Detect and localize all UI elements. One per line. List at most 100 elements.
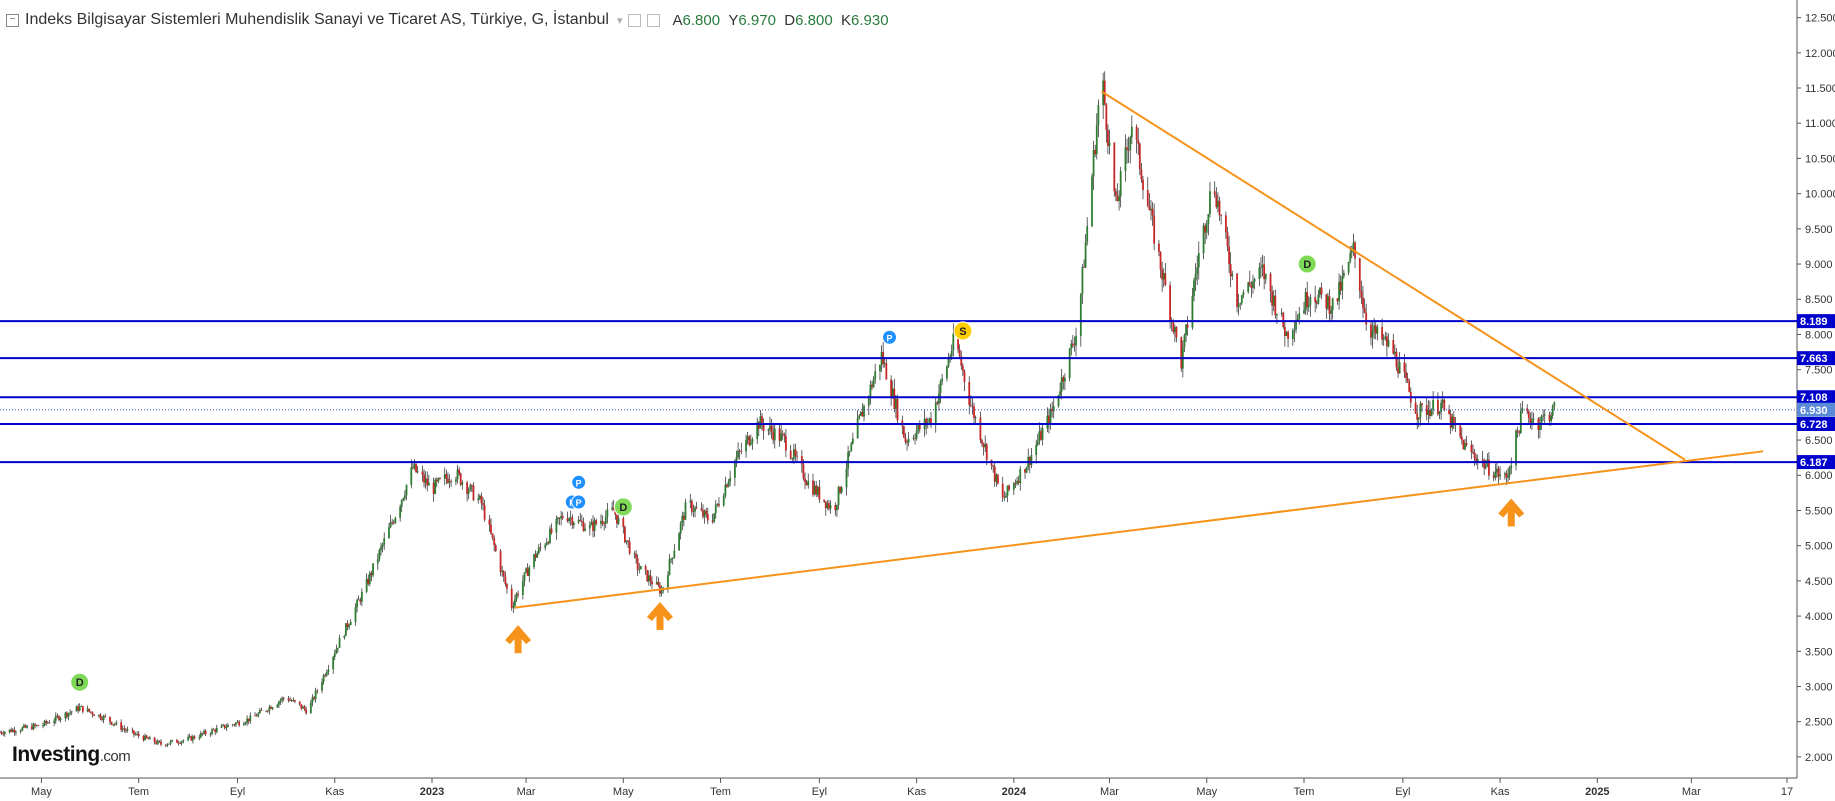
eye-icon[interactable]: [628, 13, 642, 27]
candle-body: [482, 503, 484, 506]
candle: [1264, 273, 1267, 285]
candle-body: [716, 503, 719, 505]
candle-body: [410, 467, 413, 485]
candle-body: [657, 581, 660, 586]
candle-body: [592, 521, 594, 531]
candle-body: [380, 546, 382, 550]
settings-icon[interactable]: [647, 13, 661, 27]
candle: [1028, 456, 1031, 474]
candle: [941, 373, 944, 386]
candle: [2, 730, 5, 737]
candle: [494, 543, 497, 552]
candle-body: [246, 718, 248, 723]
candle: [349, 619, 352, 626]
candle: [906, 439, 908, 451]
candle: [204, 729, 207, 736]
candle: [604, 510, 607, 529]
candle: [714, 499, 717, 519]
candle: [651, 576, 653, 589]
candle-body: [23, 725, 25, 728]
candle-body: [1196, 267, 1199, 274]
candle: [759, 410, 762, 429]
candle: [0, 730, 1, 734]
candle: [368, 570, 371, 587]
candle-body: [963, 370, 966, 383]
candle-body: [1252, 281, 1254, 288]
candle: [601, 515, 604, 527]
candle-body: [357, 599, 360, 601]
candle-body: [301, 706, 304, 709]
y-tick-label: 3.000: [1805, 681, 1833, 693]
candle-body: [0, 732, 3, 734]
candle-body: [89, 711, 92, 713]
candle-body: [448, 480, 451, 483]
candle-body: [1352, 242, 1355, 250]
candle: [580, 514, 583, 527]
candle: [859, 411, 862, 416]
candle-body: [912, 437, 915, 439]
candle-body: [370, 572, 373, 576]
candle: [534, 550, 537, 562]
candle: [247, 718, 250, 725]
marker-letter: S: [959, 326, 966, 338]
candle: [804, 472, 806, 490]
candle-body: [1063, 378, 1066, 382]
candle-body: [1258, 267, 1261, 280]
candle: [1153, 203, 1156, 251]
candle: [671, 557, 674, 565]
candle: [789, 444, 792, 460]
candle-body: [812, 480, 814, 495]
candle: [113, 722, 116, 727]
candle-body: [1146, 190, 1149, 206]
candle-body: [303, 706, 306, 710]
candle-body: [1499, 474, 1501, 477]
candle: [1529, 412, 1532, 429]
candle: [729, 470, 732, 487]
candle-body: [145, 735, 148, 738]
candle-body: [874, 371, 877, 380]
candle-body: [984, 444, 987, 448]
candle: [370, 570, 373, 582]
candle-body: [733, 460, 736, 478]
candle-body: [1229, 264, 1232, 277]
collapse-icon[interactable]: −: [6, 13, 19, 27]
candle-body: [722, 496, 725, 506]
candle-body: [1091, 176, 1093, 227]
candle: [668, 553, 671, 576]
candle-body: [1551, 406, 1554, 416]
candle: [958, 344, 961, 358]
candle: [376, 553, 379, 570]
candle-body: [258, 710, 261, 714]
candle-body: [981, 440, 983, 444]
candle: [1328, 289, 1331, 321]
chevron-down-icon[interactable]: ▾: [616, 14, 623, 27]
candle-body: [934, 402, 937, 425]
candle: [767, 428, 770, 436]
candle-body: [1341, 276, 1344, 291]
candle-body: [1317, 294, 1320, 304]
candle-body: [514, 599, 516, 607]
candle: [201, 732, 204, 737]
candle-body: [525, 568, 527, 573]
candle-body: [1095, 125, 1098, 155]
candle-body: [180, 741, 183, 744]
candle: [180, 740, 183, 746]
candle: [260, 707, 263, 712]
candle: [365, 573, 368, 594]
arrow-head: [646, 601, 673, 621]
candle: [974, 415, 977, 424]
candle: [762, 418, 765, 440]
candle-body: [1282, 312, 1285, 327]
candle-body: [1001, 483, 1004, 498]
candle: [1427, 400, 1430, 425]
candle-body: [794, 449, 797, 456]
candle-body: [1052, 406, 1055, 412]
candle-body: [405, 484, 408, 496]
candle: [231, 723, 234, 727]
candle-body: [1437, 400, 1439, 415]
candle-body: [1462, 439, 1465, 450]
candle: [979, 411, 982, 444]
candle: [1204, 222, 1207, 244]
candle-body: [1137, 139, 1140, 144]
